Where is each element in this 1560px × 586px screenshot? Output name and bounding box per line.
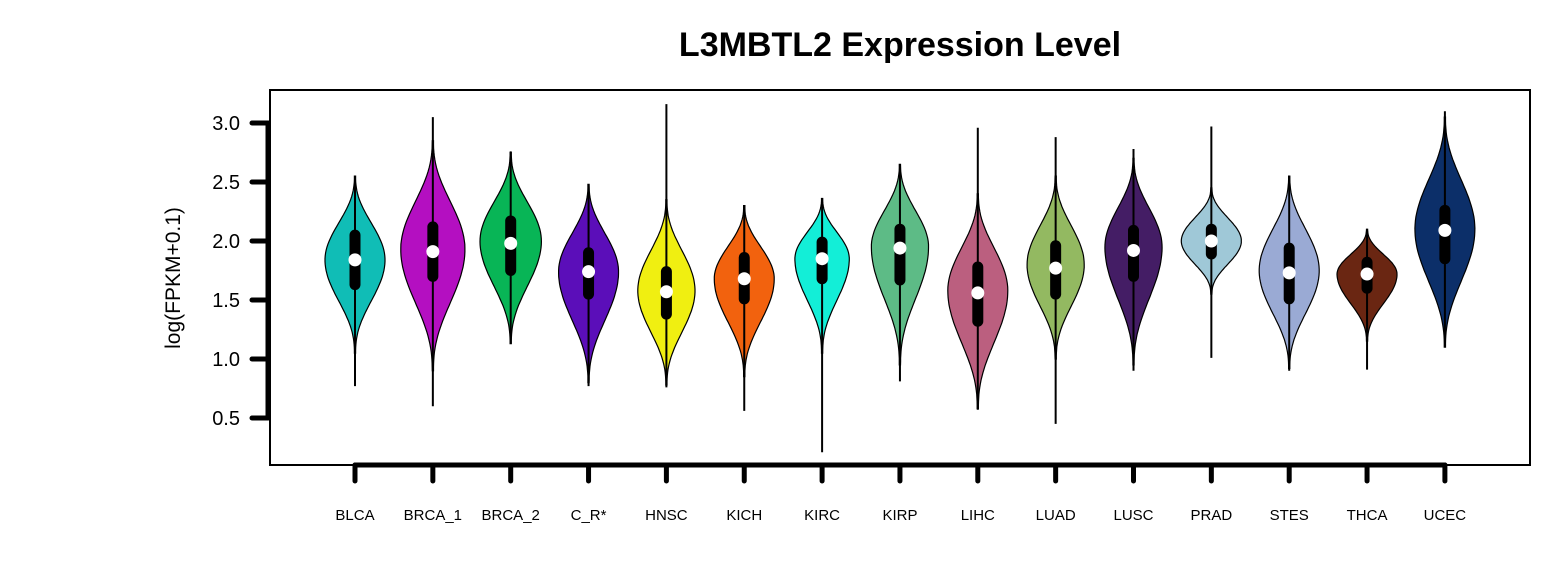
violin-brca-2: [479, 151, 543, 345]
violin-kirp: [870, 163, 930, 382]
violins: [324, 104, 1476, 453]
x-tick-label: C_R*: [571, 507, 607, 524]
violin-thca: [1336, 228, 1398, 370]
x-tick-label: UCEC: [1424, 507, 1467, 524]
x-tick-label: HNSC: [645, 507, 688, 524]
x-tick-label: LUSC: [1113, 507, 1153, 524]
x-tick-label: KICH: [726, 507, 762, 524]
violin-median: [971, 286, 985, 300]
x-tick-label: KIRC: [804, 507, 840, 524]
y-tick-label: 2.5: [212, 172, 240, 194]
violin-median: [348, 253, 362, 267]
violin-median: [659, 285, 673, 299]
violin-median: [815, 252, 829, 266]
y-tick-label: 3.0: [212, 113, 240, 135]
violin-median: [1360, 267, 1374, 281]
violin-median: [1127, 243, 1140, 257]
x-axis: BLCA BRCA_1 BRCA_2 C_R* HNSC KICH KIRC KIRP LIHC…: [335, 462, 1467, 524]
y-tick-label: 1.0: [212, 349, 240, 371]
violin-luad: [1026, 137, 1085, 424]
violin-lusc: [1104, 148, 1163, 371]
violin-median: [1204, 234, 1218, 248]
x-tick-label: BRCA_2: [482, 507, 540, 524]
x-tick-label: LUAD: [1036, 507, 1076, 524]
x-tick-label: PRAD: [1191, 507, 1233, 524]
x-tick-label: KIRP: [882, 507, 917, 524]
violin-median: [1049, 261, 1063, 275]
violin-median: [1282, 266, 1296, 280]
y-axis-label: log(FPKM+0.1): [162, 207, 185, 349]
violin-ucec: [1414, 111, 1476, 348]
y-tick-label: 0.5: [212, 408, 240, 430]
violin-c-r-: [558, 183, 620, 387]
violin-blca: [324, 175, 386, 387]
y-tick-label: 1.5: [212, 290, 240, 312]
violin-kirc: [794, 197, 850, 453]
x-tick-label: LIHC: [961, 507, 995, 524]
violin-prad: [1180, 126, 1242, 358]
chart-title: L3MBTL2 Expression Level: [678, 26, 1122, 64]
violin-hnsc: [637, 104, 696, 388]
y-tick-label: 2.0: [212, 231, 240, 253]
violin-lihc: [947, 127, 1009, 410]
x-tick-label: STES: [1270, 507, 1309, 524]
violin-median: [582, 265, 596, 279]
violin-median: [504, 236, 518, 250]
violin-brca-1: [400, 117, 466, 407]
x-tick-label: BRCA_1: [404, 507, 462, 524]
violin-median: [893, 241, 907, 255]
violin-median: [1438, 223, 1452, 237]
violin-stes: [1258, 175, 1320, 371]
violin-kich: [713, 205, 775, 411]
x-tick-label: BLCA: [335, 507, 374, 524]
violin-median: [426, 245, 440, 259]
x-tick-label: THCA: [1347, 507, 1388, 524]
y-axis: 0.5 1.0 1.5 2.0 2.5 3.0: [212, 113, 271, 430]
violin-median: [737, 272, 751, 286]
